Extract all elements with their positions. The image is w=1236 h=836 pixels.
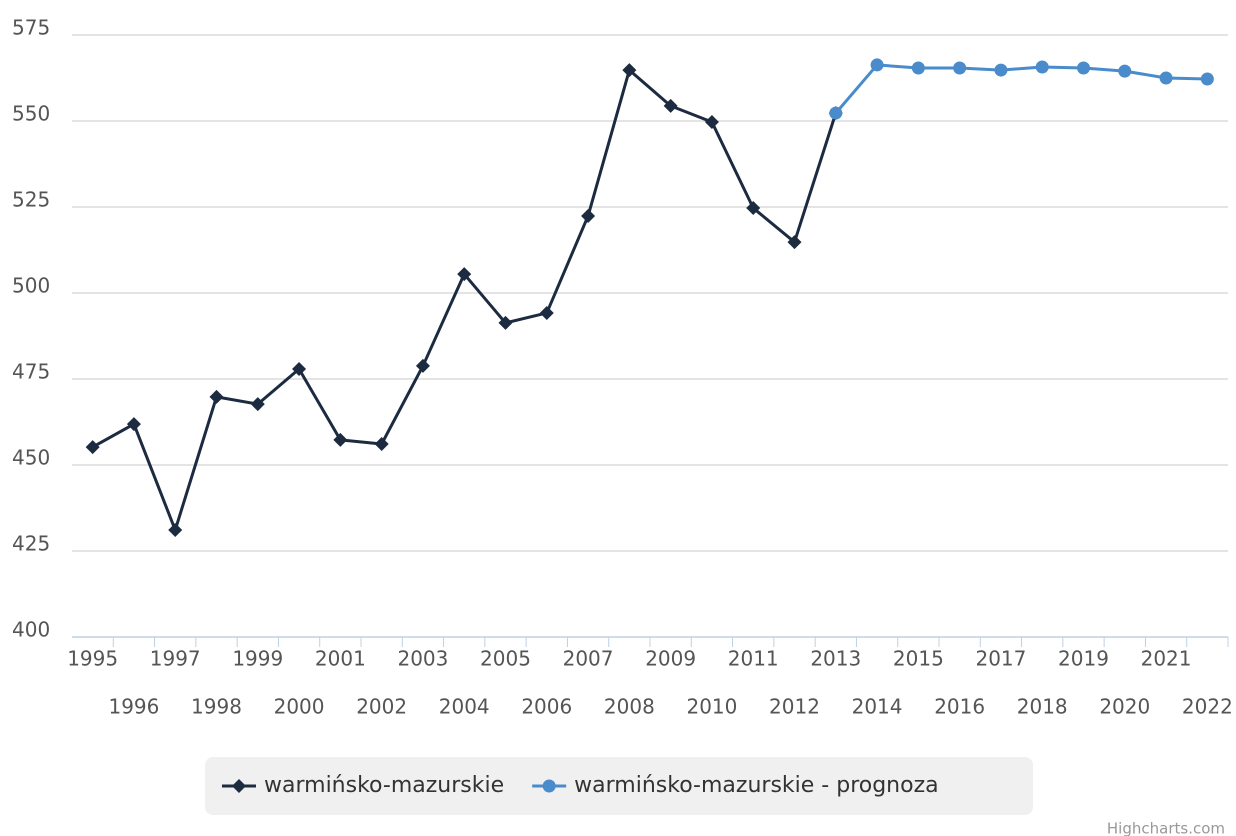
y-tick-label: 575 [12, 16, 50, 40]
point-marker [126, 417, 141, 432]
point-marker [333, 432, 348, 447]
x-tick-label: 2017 [975, 647, 1026, 671]
point-marker [1077, 61, 1090, 75]
x-tick-label: 2007 [563, 647, 614, 671]
point-marker [498, 315, 513, 330]
point-marker [374, 437, 389, 452]
x-tick-label: 2010 [686, 695, 737, 719]
y-tick-label: 550 [12, 102, 50, 126]
point-marker [539, 305, 554, 320]
series-line [91, 68, 838, 532]
x-tick-label: 2013 [810, 647, 861, 671]
x-tick-label: 2008 [604, 695, 655, 719]
x-tick-label: 1997 [150, 647, 201, 671]
point-marker [250, 397, 265, 412]
y-tick-label: 500 [12, 274, 50, 298]
x-tick-label: 1996 [108, 695, 159, 719]
x-tick-label: 2022 [1182, 695, 1233, 719]
x-tick-label: 2012 [769, 695, 820, 719]
y-tick-label: 425 [12, 532, 50, 556]
point-marker [415, 358, 430, 373]
point-marker [870, 58, 884, 72]
x-tick-label: 2014 [852, 695, 903, 719]
x-tick-label: 2005 [480, 647, 531, 671]
point-marker [911, 61, 925, 75]
y-tick-label: 400 [12, 618, 50, 642]
point-marker [829, 106, 843, 120]
x-tick-label: 2018 [1017, 695, 1068, 719]
x-tick-label: 1999 [232, 647, 283, 671]
y-tick-label: 450 [12, 446, 50, 470]
y-tick-label: 525 [12, 188, 50, 212]
legend-label: warmińsko-mazurskie [264, 773, 504, 798]
x-tick-label: 1995 [67, 647, 118, 671]
point-marker [1035, 60, 1049, 74]
point-marker [1118, 64, 1132, 78]
point-marker [622, 63, 637, 78]
legend-marker [232, 779, 246, 793]
x-tick-label: 2000 [274, 695, 325, 719]
series-line [834, 63, 1208, 115]
credits: Highcharts.com [1107, 820, 1225, 836]
point-marker [168, 523, 183, 538]
point-marker [581, 208, 596, 223]
x-tick-label: 2003 [397, 647, 448, 671]
point-marker [787, 235, 802, 250]
x-tick-label: 1998 [191, 695, 242, 719]
x-tick-label: 2021 [1141, 647, 1192, 671]
point-marker [746, 201, 761, 216]
point-marker [704, 115, 719, 130]
x-tick-label: 2001 [315, 647, 366, 671]
point-marker [953, 61, 967, 75]
x-tick-label: 2020 [1099, 695, 1150, 719]
legend-label: warmińsko-mazurskie - prognoza [574, 773, 938, 798]
point-marker [663, 98, 678, 113]
legend-box [205, 757, 1033, 815]
point-marker [292, 362, 307, 377]
x-tick-label: 2015 [893, 647, 944, 671]
x-tick-label: 2019 [1058, 647, 1109, 671]
point-marker [1159, 71, 1173, 85]
x-tick-label: 2004 [439, 695, 490, 719]
point-marker [457, 267, 472, 282]
x-tick-label: 2011 [728, 647, 779, 671]
y-tick-label: 475 [12, 360, 50, 384]
point-marker [209, 389, 224, 404]
x-tick-label: 2009 [645, 647, 696, 671]
legend-marker [542, 779, 556, 793]
point-marker [994, 63, 1008, 77]
x-tick-label: 2016 [934, 695, 985, 719]
point-marker [85, 440, 100, 455]
x-tick-label: 2006 [521, 695, 572, 719]
point-marker [1200, 72, 1214, 86]
x-tick-label: 2002 [356, 695, 407, 719]
